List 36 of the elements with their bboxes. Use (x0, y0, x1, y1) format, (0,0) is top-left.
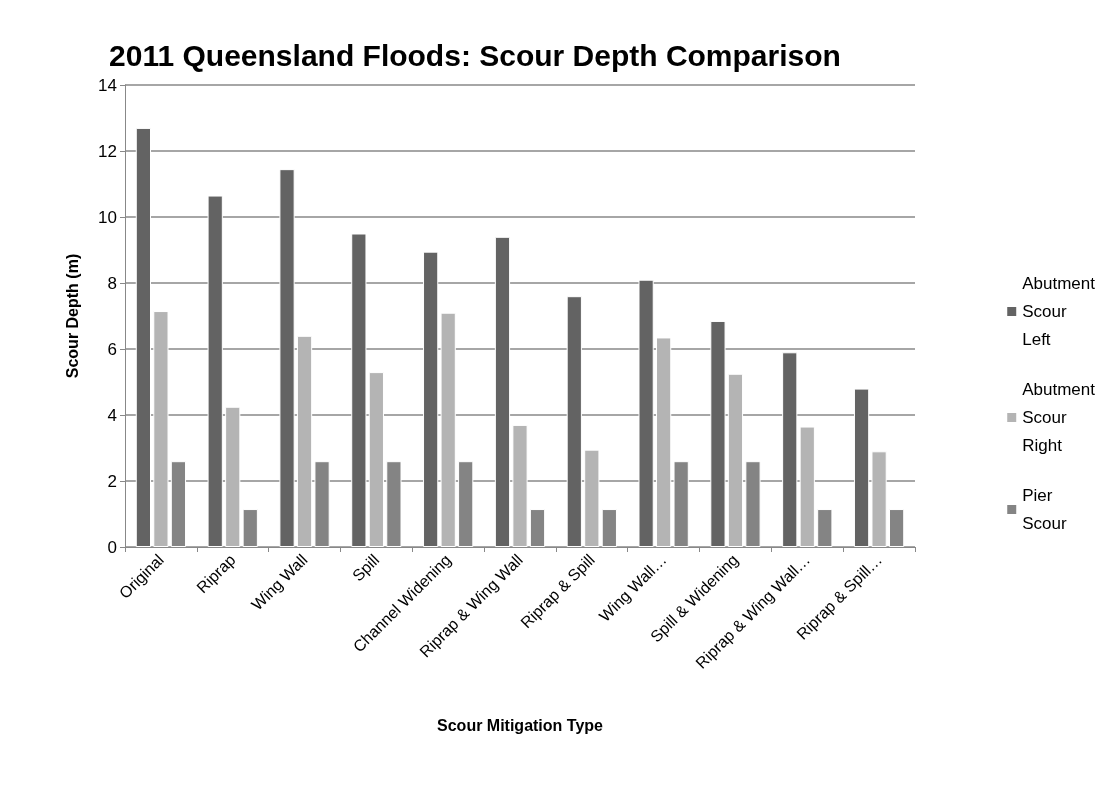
bar (135, 127, 152, 547)
bar (782, 352, 798, 547)
bar (799, 426, 815, 547)
bar (279, 169, 295, 547)
bar (638, 279, 654, 547)
bar (207, 195, 223, 547)
bar (423, 251, 439, 547)
y-tick-label: 14 (98, 75, 117, 95)
bar (710, 320, 726, 547)
bar (727, 373, 744, 547)
bar (225, 406, 241, 547)
bar (368, 372, 384, 547)
bar (440, 312, 456, 547)
y-tick-label: 0 (107, 537, 117, 557)
y-tick-label: 10 (98, 207, 117, 227)
legend-label: Abutment Scour Left (1022, 274, 1096, 349)
bar (512, 424, 528, 547)
bar (656, 337, 672, 547)
bar (296, 335, 313, 547)
bar (153, 311, 169, 547)
y-tick-label: 6 (107, 339, 117, 359)
y-tick-label: 4 (107, 405, 117, 425)
chart-title: 2011 Queensland Floods: Scour Depth Comparison (109, 38, 841, 72)
bar (566, 296, 582, 547)
y-tick-label: 2 (107, 471, 117, 491)
bar (351, 233, 367, 547)
y-tick-label: 12 (98, 141, 117, 161)
bar (584, 449, 600, 547)
legend-label: Abutment Scour Right (1022, 380, 1096, 455)
y-axis-title: Scour Depth (m) (63, 253, 81, 379)
bar (853, 388, 870, 547)
bar (494, 236, 511, 547)
y-tick-label: 8 (107, 273, 117, 293)
legend-label: Pier Scour (1022, 486, 1067, 533)
bar (871, 451, 887, 547)
x-axis-title: Scour Mitigation Type (437, 716, 604, 734)
